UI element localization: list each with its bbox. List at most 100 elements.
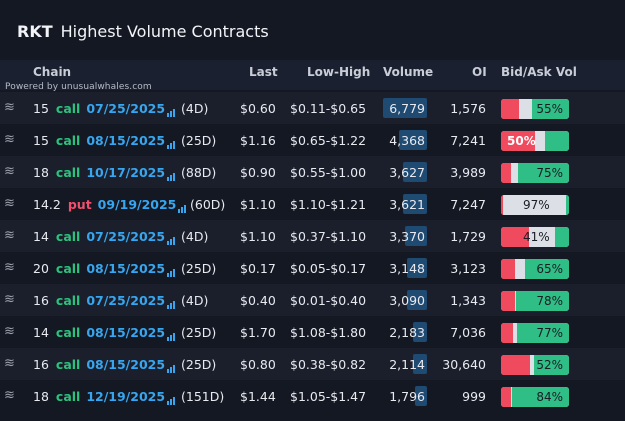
bid-ask-bar: 84% xyxy=(501,387,569,407)
days-to-expiry: (25D) xyxy=(181,357,217,372)
chain-cell[interactable]: 18 call 10/17/2025 xyxy=(33,165,176,181)
low-high-range: $0.05-$0.17 xyxy=(290,261,367,276)
chain-cell[interactable]: 14 call 08/15/2025 xyxy=(33,325,176,341)
waves-icon[interactable]: ≋ xyxy=(4,100,15,115)
table-row[interactable]: ≋ 15 call 07/25/2025 (4D) $0.60 $0.11-$0.65 6,7… xyxy=(0,92,625,124)
bar-chart-icon[interactable] xyxy=(167,358,176,373)
expiration-date[interactable]: 07/25/2025 xyxy=(86,101,176,117)
strike-price: 18 xyxy=(33,165,49,180)
expiration-date[interactable]: 08/15/2025 xyxy=(86,133,176,149)
bar-chart-icon[interactable] xyxy=(167,326,176,341)
waves-icon[interactable]: ≋ xyxy=(4,132,15,147)
low-high-range: $0.11-$0.65 xyxy=(290,101,367,116)
col-last[interactable]: Last xyxy=(249,65,278,79)
expiration-date[interactable]: 08/15/2025 xyxy=(86,261,176,277)
volume-cell: 3,370 xyxy=(383,226,427,246)
volume-bar xyxy=(405,226,427,246)
volume-value: 3,090 xyxy=(389,293,425,308)
table-row[interactable]: ≋ 16 call 08/15/2025 (25D) $0.80 $0.38-$0.82 2,… xyxy=(0,348,625,380)
chain-cell[interactable]: 15 call 07/25/2025 xyxy=(33,101,176,117)
chain-cell[interactable]: 15 call 08/15/2025 xyxy=(33,133,176,149)
volume-bar xyxy=(399,130,427,150)
table-row[interactable]: ≋ 15 call 08/15/2025 (25D) $1.16 $0.65-$1.22 4,… xyxy=(0,124,625,156)
ask-volume-segment xyxy=(525,259,569,279)
ask-volume-segment xyxy=(534,355,569,375)
table-row[interactable]: ≋ 18 call 10/17/2025 (88D) $0.90 $0.55-$1.00 3,… xyxy=(0,156,625,188)
table-row[interactable]: ≋ 18 call 12/19/2025 (151D) $1.44 $1.05-$1.47 1… xyxy=(0,380,625,412)
last-price: $1.16 xyxy=(240,133,276,148)
chain-cell[interactable]: 16 call 08/15/2025 xyxy=(33,357,176,373)
volume-value: 3,621 xyxy=(389,197,425,212)
bar-chart-icon[interactable] xyxy=(167,294,176,309)
col-oi[interactable]: OI xyxy=(472,65,487,79)
title-bar: RKT Highest Volume Contracts xyxy=(0,0,625,60)
chain-cell[interactable]: 18 call 12/19/2025 xyxy=(33,389,176,405)
volume-bar xyxy=(403,162,427,182)
open-interest: 999 xyxy=(462,389,486,404)
chain-cell[interactable]: 16 call 07/25/2025 xyxy=(33,293,176,309)
expiration-date[interactable]: 10/17/2025 xyxy=(86,165,176,181)
waves-icon[interactable]: ≋ xyxy=(4,228,15,243)
col-chain[interactable]: Chain xyxy=(33,65,72,79)
volume-cell: 4,368 xyxy=(383,130,427,150)
option-type: call xyxy=(55,165,81,180)
expiration-date[interactable]: 07/25/2025 xyxy=(86,229,176,245)
option-type: call xyxy=(55,357,81,372)
waves-icon[interactable]: ≋ xyxy=(4,324,15,339)
volume-cell: 3,621 xyxy=(383,194,427,214)
bar-chart-icon[interactable] xyxy=(167,134,176,149)
table-row[interactable]: ≋ 14 call 08/15/2025 (25D) $1.70 $1.08-$1.80 2,… xyxy=(0,316,625,348)
bid-volume-segment xyxy=(501,99,519,119)
bar-chart-icon[interactable] xyxy=(167,390,176,405)
chain-cell[interactable]: 14.2 put 09/19/2025 xyxy=(33,197,187,213)
volume-value: 2,183 xyxy=(389,325,425,340)
option-type: call xyxy=(55,133,81,148)
expiration-date[interactable]: 09/19/2025 xyxy=(98,197,188,213)
ask-volume-segment xyxy=(532,99,569,119)
bid-ask-percent: 50% xyxy=(507,134,536,148)
volume-bar xyxy=(413,322,427,342)
bar-chart-icon[interactable] xyxy=(178,198,187,213)
bar-chart-icon[interactable] xyxy=(167,166,176,181)
days-to-expiry: (60D) xyxy=(190,197,226,212)
volume-cell: 2,114 xyxy=(383,354,427,374)
open-interest: 7,247 xyxy=(450,197,486,212)
bid-volume-segment xyxy=(501,131,535,151)
col-volume[interactable]: Volume xyxy=(383,65,434,79)
bid-ask-bar: 78% xyxy=(501,291,569,311)
expiration-date[interactable]: 07/25/2025 xyxy=(86,293,176,309)
waves-icon[interactable]: ≋ xyxy=(4,292,15,307)
ask-volume-segment xyxy=(517,323,569,343)
waves-icon[interactable]: ≋ xyxy=(4,260,15,275)
option-type: call xyxy=(55,101,81,116)
ask-volume-segment xyxy=(516,291,569,311)
expiration-date[interactable]: 08/15/2025 xyxy=(86,357,176,373)
last-price: $1.10 xyxy=(240,197,276,212)
waves-icon[interactable]: ≋ xyxy=(4,164,15,179)
waves-icon[interactable]: ≋ xyxy=(4,388,15,403)
volume-value: 4,368 xyxy=(389,133,425,148)
waves-icon[interactable]: ≋ xyxy=(4,196,15,211)
volume-cell: 2,183 xyxy=(383,322,427,342)
expiration-date[interactable]: 08/15/2025 xyxy=(86,325,176,341)
col-low-high[interactable]: Low-High xyxy=(307,65,371,79)
bid-ask-percent: 75% xyxy=(536,166,563,180)
strike-price: 18 xyxy=(33,389,49,404)
chain-cell[interactable]: 20 call 08/15/2025 xyxy=(33,261,176,277)
strike-price: 14.2 xyxy=(33,197,61,212)
table-row[interactable]: ≋ 14.2 put 09/19/2025 (60D) $1.10 $1.10-$1.21 3… xyxy=(0,188,625,220)
table-row[interactable]: ≋ 14 call 07/25/2025 (4D) $1.10 $0.37-$1.10 3,3… xyxy=(0,220,625,252)
chain-cell[interactable]: 14 call 07/25/2025 xyxy=(33,229,176,245)
bid-ask-percent: 55% xyxy=(536,102,563,116)
strike-price: 15 xyxy=(33,101,49,116)
table-row[interactable]: ≋ 20 call 08/15/2025 (25D) $0.17 $0.05-$0.17 3,… xyxy=(0,252,625,284)
waves-icon[interactable]: ≋ xyxy=(4,356,15,371)
bar-chart-icon[interactable] xyxy=(167,102,176,117)
bar-chart-icon[interactable] xyxy=(167,230,176,245)
last-price: $1.70 xyxy=(240,325,276,340)
open-interest: 1,343 xyxy=(450,293,486,308)
col-bid-ask-vol[interactable]: Bid/Ask Vol xyxy=(501,65,577,79)
table-row[interactable]: ≋ 16 call 07/25/2025 (4D) $0.40 $0.01-$0.40 3,0… xyxy=(0,284,625,316)
bar-chart-icon[interactable] xyxy=(167,262,176,277)
expiration-date[interactable]: 12/19/2025 xyxy=(86,389,176,405)
